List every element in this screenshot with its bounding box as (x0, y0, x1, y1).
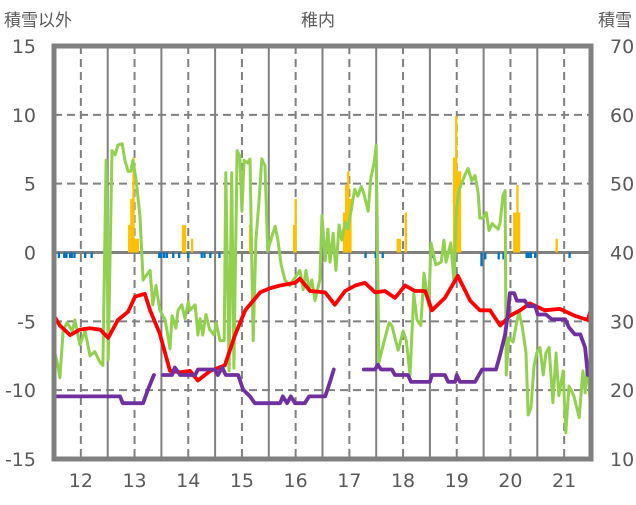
right-axis-label: 積雪 (598, 11, 632, 31)
blue-bar (497, 252, 500, 260)
blue-bar (187, 252, 190, 259)
orange-bar (190, 238, 194, 253)
blue-bar (90, 252, 93, 259)
orange-bar (517, 212, 521, 253)
blue-bar (364, 252, 367, 259)
orange-bar (134, 238, 137, 253)
x-tick-label: 15 (230, 470, 254, 492)
orange-bar (398, 238, 402, 253)
blue-bar (529, 252, 533, 259)
snow-depth (52, 291, 593, 406)
orange-bar (345, 185, 348, 253)
blue-bar (527, 252, 530, 259)
x-tick-label: 12 (69, 470, 93, 492)
blue-bar (57, 252, 61, 259)
right-tick-label: 50 (610, 174, 634, 196)
blue-bar (63, 252, 66, 259)
gridlines (54, 46, 591, 459)
blue-bar (162, 252, 166, 259)
blue-bar (69, 252, 72, 259)
blue-bar (374, 252, 377, 259)
left-tick-label: -5 (17, 311, 36, 333)
blue-bar (534, 252, 537, 259)
left-tick-label: 5 (24, 174, 36, 196)
orange-bar (136, 238, 139, 253)
plot-frame (51, 43, 594, 462)
plot-border (51, 43, 594, 462)
orange-bar (455, 116, 458, 253)
orange-bar (516, 185, 519, 253)
orange-bar (456, 171, 460, 253)
orange-bar (294, 198, 297, 253)
right-tick-label: 60 (610, 105, 634, 127)
right-tick-label: 40 (610, 243, 634, 265)
blue-bar (160, 252, 163, 259)
blue-bar (172, 252, 175, 259)
x-tick-label: 18 (391, 470, 415, 492)
orange-bar (130, 198, 133, 253)
x-tick-label: 21 (552, 470, 576, 492)
blue-bar (178, 252, 181, 259)
x-tick-label: 19 (445, 470, 469, 492)
right-tick-label: 20 (610, 380, 634, 402)
blue-bar (381, 252, 384, 259)
blue-bar (218, 252, 221, 259)
blue-bar (203, 252, 206, 259)
orange-bar (181, 224, 185, 253)
orange-bar (555, 238, 558, 253)
blue-bar (502, 252, 505, 260)
right-tick-label: 30 (610, 311, 634, 333)
left-tick-label: 15 (12, 36, 36, 58)
orange-bar (513, 212, 516, 253)
blue-bar (525, 252, 528, 259)
right-tick-label: 10 (610, 449, 634, 471)
blue-bar (200, 252, 203, 259)
left-tick-label: 10 (12, 105, 36, 127)
orange-bar (452, 157, 456, 253)
orange-bar (404, 212, 407, 253)
lines-layer (52, 142, 593, 435)
chart-title: 稚内 (301, 11, 335, 31)
x-tick-label: 16 (284, 470, 308, 492)
orange-bar (458, 171, 462, 253)
left-axis-label: 積雪以外 (4, 11, 72, 31)
blue-bar (84, 252, 87, 259)
blue-bar (158, 252, 161, 259)
orange-bar (292, 224, 296, 253)
x-tick-label: 14 (176, 470, 200, 492)
left-tick-label: -10 (5, 380, 36, 402)
blue-bar (430, 252, 434, 259)
blue-bar (480, 252, 483, 267)
blue-bar (568, 252, 571, 259)
blue-bar (73, 252, 76, 259)
blue-bar (70, 252, 73, 259)
blue-bar (165, 252, 168, 259)
blue-bar (209, 252, 212, 259)
x-tick-label: 17 (337, 470, 361, 492)
blue-bar (484, 252, 487, 260)
orange-bar (349, 198, 352, 253)
red-line (52, 274, 593, 383)
left-tick-label: -15 (5, 449, 36, 471)
orange-bar (347, 171, 350, 253)
orange-bar (128, 224, 131, 253)
right-tick-label: 70 (610, 36, 634, 58)
x-tick-label: 20 (498, 470, 522, 492)
orange-bar (396, 238, 399, 253)
x-tick-label: 13 (122, 470, 146, 492)
blue-bar (65, 252, 68, 259)
green-line (52, 142, 592, 435)
left-tick-label: 0 (24, 243, 36, 265)
orange-bar (132, 157, 135, 253)
orange-bar (183, 224, 187, 253)
